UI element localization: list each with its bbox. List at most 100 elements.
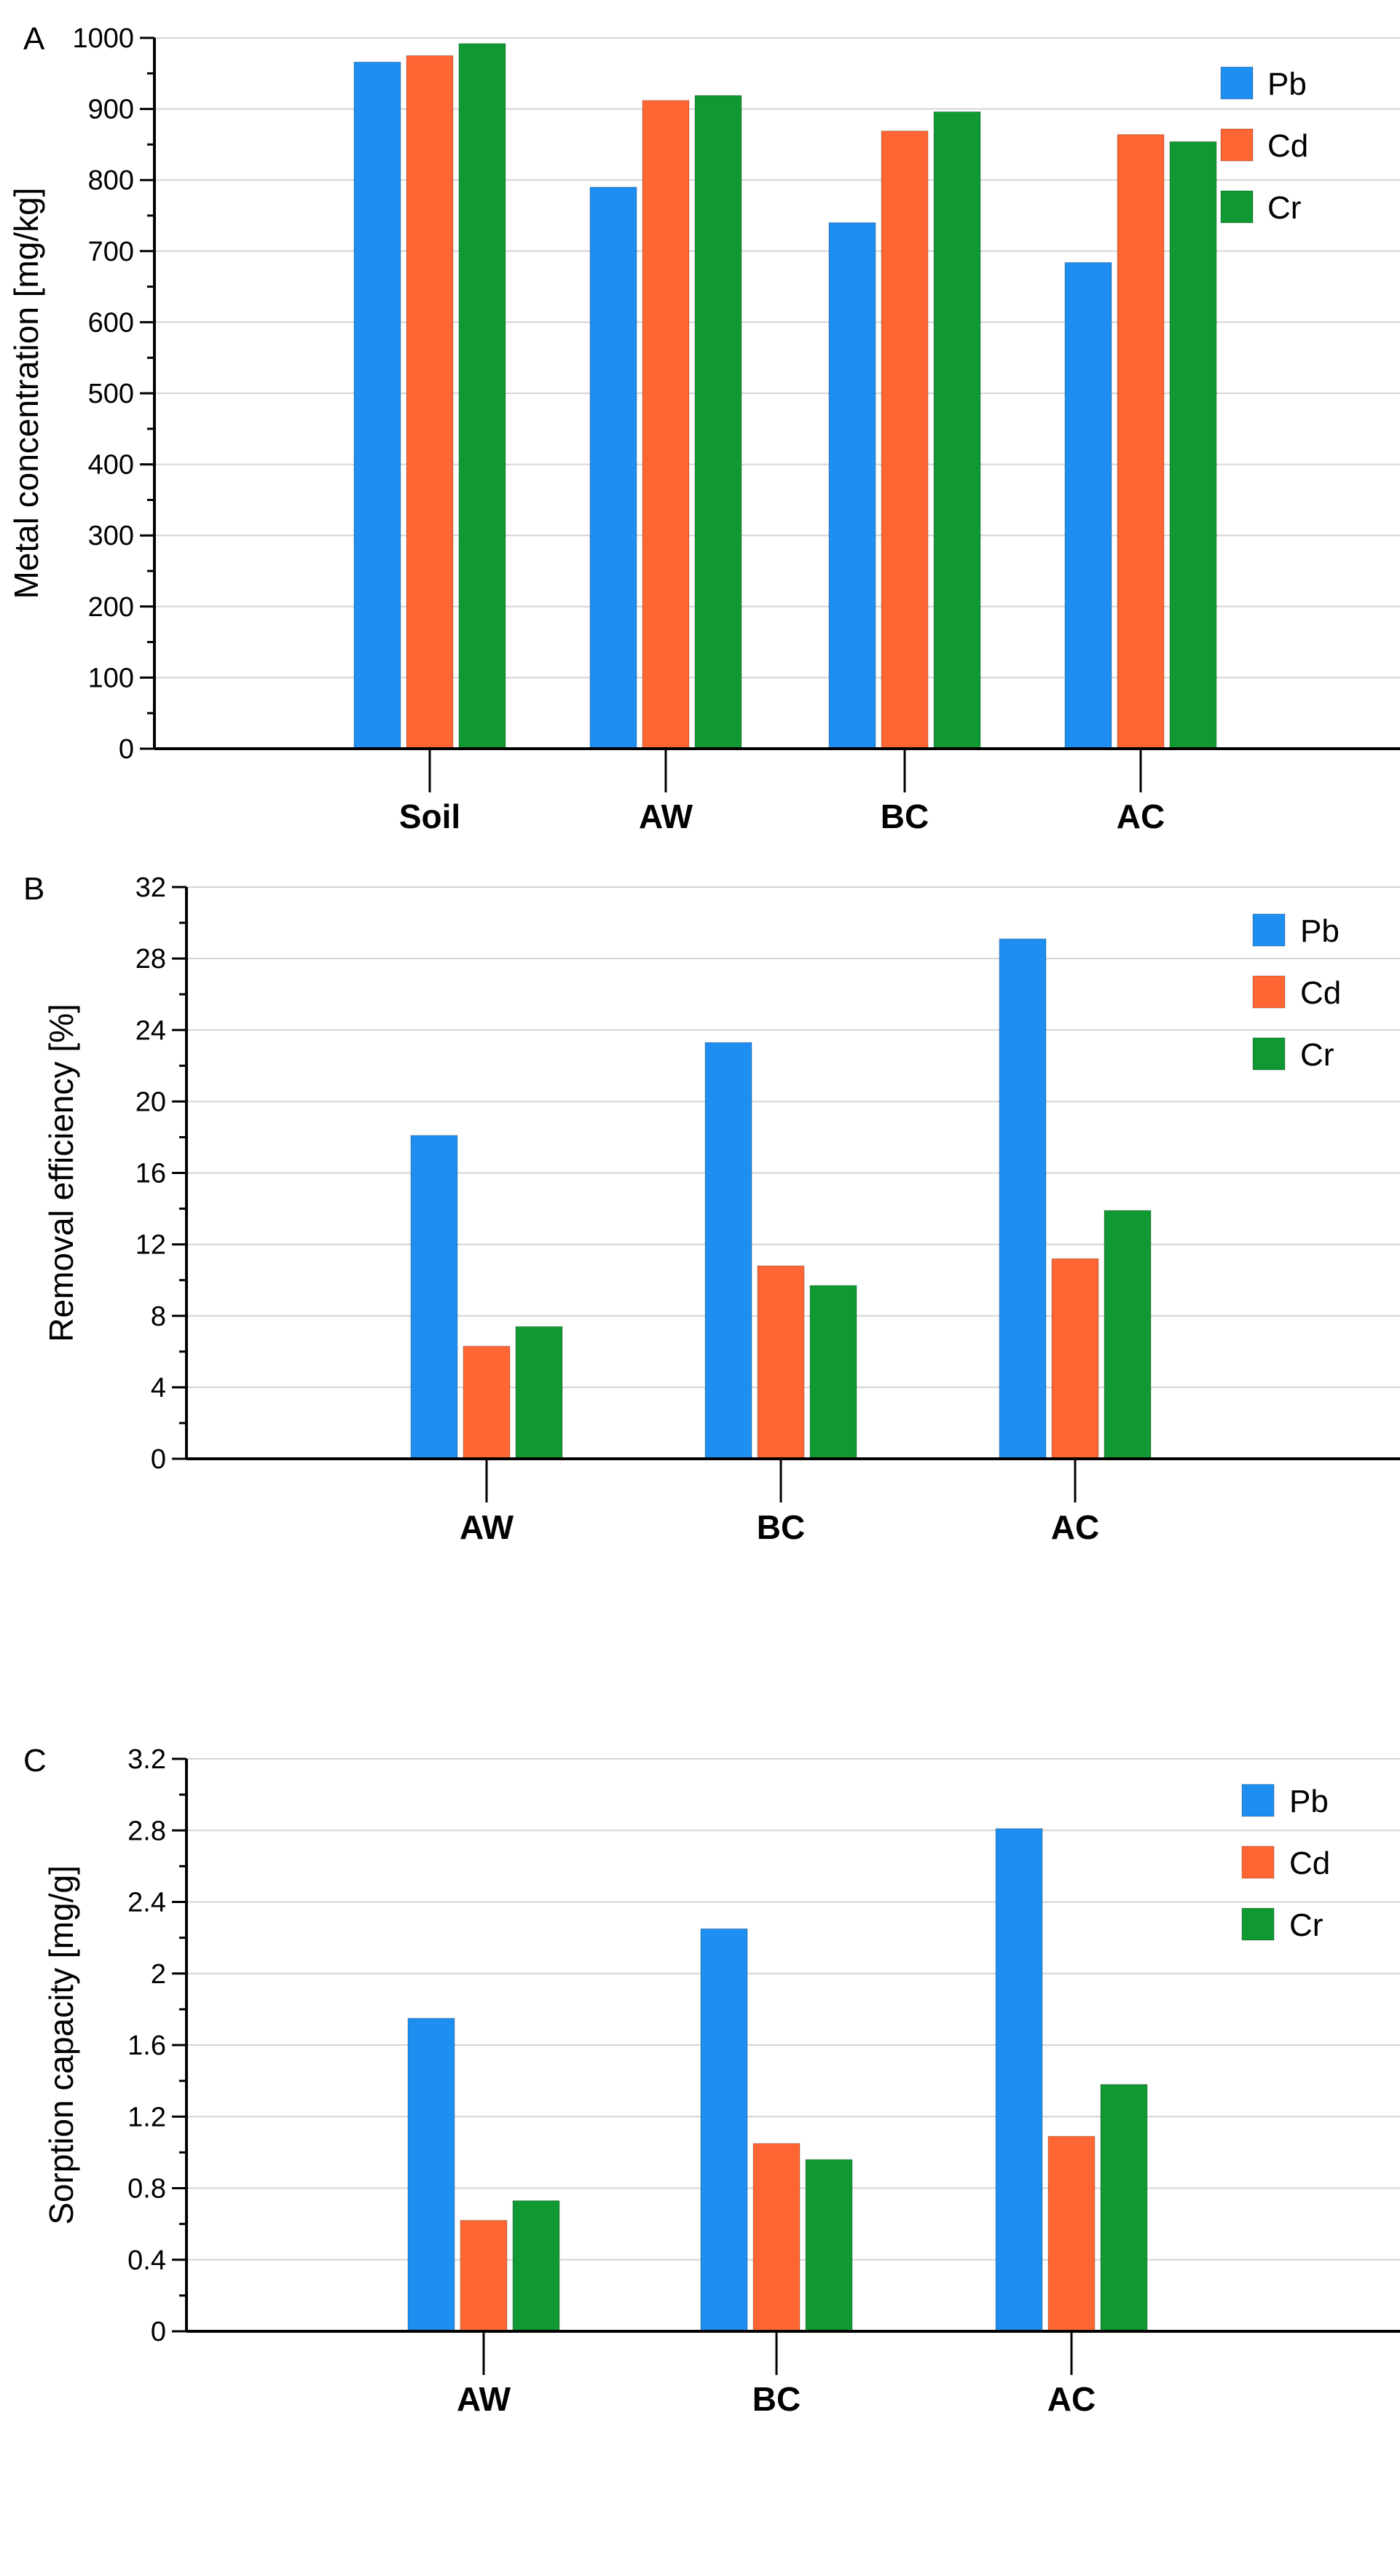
- category-label: AW: [639, 797, 693, 835]
- bar-Pb-BC: [828, 222, 876, 749]
- panel-label: C: [23, 1743, 47, 1779]
- y-tick-label: 0: [151, 2317, 166, 2347]
- bar-Cd-AW: [460, 2220, 508, 2332]
- bar-Cr-AW: [515, 1326, 563, 1460]
- legend-swatch-Cd: [1241, 1846, 1275, 1879]
- panel-label: A: [23, 21, 45, 57]
- bar-Pb-AC: [1064, 261, 1112, 749]
- legend-label-Pb: Pb: [1267, 66, 1307, 102]
- bar-Cr-BC: [933, 111, 981, 749]
- y-axis-label: Sorption capacity [mg/g]: [42, 1865, 80, 2224]
- bar-Cr-AC: [1169, 141, 1217, 749]
- y-tick-label: 0.4: [127, 2245, 166, 2276]
- y-tick-label: 20: [135, 1087, 166, 1117]
- bar-Pb-BC: [704, 1041, 752, 1460]
- y-tick-label: 900: [88, 95, 134, 125]
- bar-Cr-BC: [809, 1285, 857, 1460]
- y-tick-label: 2.8: [127, 1816, 166, 1846]
- y-tick-label: 32: [135, 873, 166, 903]
- chart-panel-C: C 0 0.4 0.8 1.2 1.6 2 2.4 2.8 3.2 Sorption capacit…: [23, 1743, 1400, 2418]
- legend-label-Pb: Pb: [1300, 913, 1340, 949]
- chart-panel-A: A 0 100 200 300 400 500 600 700 800 900 1000 Metal c…: [7, 21, 1400, 835]
- y-tick-label: 3.2: [127, 1744, 166, 1775]
- y-axis-label: Metal concentration [mg/kg]: [7, 187, 45, 599]
- y-tick-label: 4: [151, 1373, 166, 1403]
- bar-Cr-AC: [1100, 2084, 1148, 2332]
- bar-Cr-AC: [1104, 1210, 1152, 1460]
- y-tick-label: 0: [119, 734, 134, 765]
- legend-swatch-Pb: [1252, 913, 1286, 947]
- bar-Cd-BC: [752, 2143, 801, 2332]
- bar-Cd-Soil: [406, 55, 454, 749]
- category-label: BC: [757, 1508, 805, 1546]
- y-tick-label: 8: [151, 1301, 166, 1332]
- legend-label-Cd: Cd: [1300, 975, 1341, 1011]
- y-tick-label: 100: [88, 663, 134, 693]
- bar-Cr-Soil: [458, 43, 506, 749]
- y-tick-label: 200: [88, 592, 134, 623]
- y-tick-label: 1.6: [127, 2031, 166, 2061]
- bar-Pb-AW: [407, 2017, 455, 2332]
- bar-Cd-AW: [642, 100, 690, 749]
- legend-swatch-Pb: [1241, 1784, 1275, 1817]
- y-tick-label: 1.2: [127, 2102, 166, 2132]
- category-label: BC: [752, 2380, 801, 2418]
- panel-label: B: [23, 871, 44, 907]
- chart-panel-B: B 0 4 8 12 16 20 24 28 32 Removal efficiency [%] AW…: [23, 871, 1400, 1546]
- legend: Pb Cd Cr: [1220, 66, 1308, 226]
- bar-Cr-AW: [512, 2200, 560, 2332]
- bar-Pb-AC: [999, 938, 1047, 1460]
- category-label: AC: [1051, 1508, 1099, 1546]
- bar-Cd-AC: [1047, 2135, 1096, 2332]
- legend-swatch-Cr: [1252, 1037, 1286, 1071]
- legend-label-Cd: Cd: [1267, 128, 1308, 164]
- bar-Cd-BC: [757, 1265, 805, 1460]
- bar-Pb-AW: [589, 186, 637, 749]
- y-tick-label: 24: [135, 1015, 166, 1046]
- y-axis-label: Removal efficiency [%]: [42, 1004, 80, 1342]
- legend-swatch-Cr: [1220, 190, 1254, 224]
- category-label: AC: [1117, 797, 1165, 835]
- y-tick-label: 12: [135, 1230, 166, 1261]
- bar-Pb-AC: [995, 1828, 1043, 2332]
- category-label: AW: [460, 1508, 514, 1546]
- legend-label-Cr: Cr: [1267, 190, 1301, 226]
- bar-Pb-Soil: [353, 61, 401, 749]
- category-label: BC: [881, 797, 929, 835]
- bar-Cd-BC: [881, 130, 929, 749]
- legend-label-Cr: Cr: [1300, 1037, 1334, 1073]
- y-tick-label: 0.8: [127, 2174, 166, 2205]
- y-tick-label: 500: [88, 379, 134, 409]
- legend-swatch-Cd: [1252, 975, 1286, 1009]
- category-label: AC: [1047, 2380, 1096, 2418]
- y-tick-label: 600: [88, 307, 134, 338]
- legend-label-Cr: Cr: [1289, 1907, 1323, 1943]
- bar-Cd-AC: [1117, 134, 1165, 749]
- y-tick-label: 2: [151, 1959, 166, 1990]
- y-tick-label: 400: [88, 450, 134, 481]
- bar-Pb-BC: [700, 1928, 748, 2332]
- category-label: Soil: [399, 797, 460, 835]
- bar-Cd-AW: [463, 1345, 511, 1460]
- legend: Pb Cd Cr: [1241, 1784, 1330, 1943]
- y-tick-label: 16: [135, 1159, 166, 1189]
- y-tick-label: 2.4: [127, 1888, 166, 1918]
- y-tick-label: 0: [151, 1444, 166, 1475]
- y-tick-label: 800: [88, 165, 134, 196]
- y-tick-label: 300: [88, 521, 134, 551]
- category-label: AW: [457, 2380, 511, 2418]
- y-tick-label: 1000: [72, 23, 134, 54]
- legend-swatch-Pb: [1220, 66, 1254, 100]
- legend-swatch-Cd: [1220, 128, 1254, 162]
- bar-Pb-AW: [410, 1135, 458, 1460]
- bar-Cr-BC: [805, 2159, 853, 2332]
- y-tick-label: 28: [135, 944, 166, 974]
- y-tick-label: 700: [88, 237, 134, 267]
- legend-label-Cd: Cd: [1289, 1846, 1330, 1881]
- bar-Cd-AC: [1051, 1258, 1099, 1460]
- bar-Cr-AW: [694, 95, 742, 749]
- legend: Pb Cd Cr: [1252, 913, 1341, 1073]
- legend-swatch-Cr: [1241, 1907, 1275, 1941]
- legend-label-Pb: Pb: [1289, 1784, 1329, 1819]
